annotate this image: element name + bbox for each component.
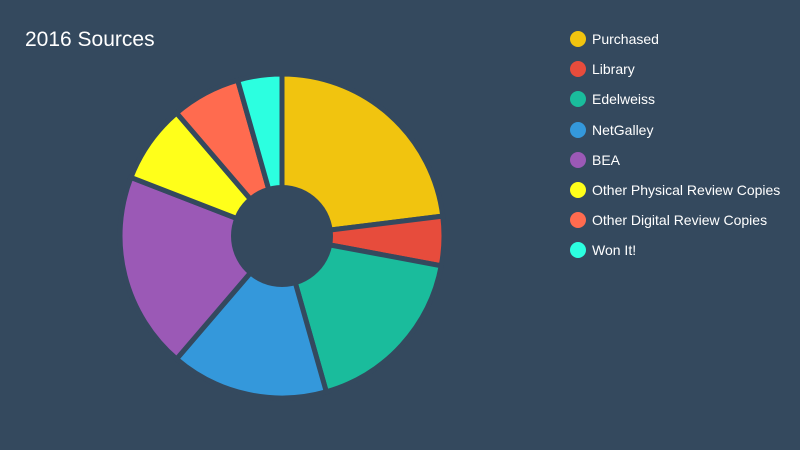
legend-swatch bbox=[570, 151, 586, 168]
slice-edelweiss[interactable] bbox=[278, 232, 445, 395]
legend-item[interactable]: BEA bbox=[570, 145, 780, 175]
legend-item[interactable]: Other Digital Review Copies bbox=[570, 205, 780, 235]
legend-label: Edelweiss bbox=[592, 91, 656, 108]
slice-purchased[interactable] bbox=[279, 71, 446, 239]
chart-title: 2016 Sources bbox=[25, 28, 155, 51]
donut-hole bbox=[231, 185, 333, 287]
legend-swatch bbox=[570, 91, 586, 108]
legend-swatch bbox=[570, 242, 586, 259]
legend-item[interactable]: Won It! bbox=[570, 235, 780, 265]
chart-legend: Purchased Library Edelweiss NetGalley BEA Oth… bbox=[570, 24, 780, 266]
legend-item[interactable]: NetGalley bbox=[570, 115, 780, 145]
legend-swatch bbox=[570, 212, 586, 229]
legend-label: Purchased bbox=[592, 31, 659, 48]
legend-item[interactable]: Library bbox=[570, 54, 780, 84]
legend-swatch bbox=[570, 31, 586, 48]
legend-item[interactable]: Edelweiss bbox=[570, 84, 780, 114]
legend-label: Won It! bbox=[592, 242, 637, 259]
legend-swatch bbox=[570, 61, 586, 78]
legend-label: Other Physical Review Copies bbox=[592, 182, 781, 199]
legend-item[interactable]: Other Physical Review Copies bbox=[570, 175, 780, 205]
legend-label: Library bbox=[592, 61, 635, 78]
legend-label: BEA bbox=[592, 151, 621, 168]
legend-swatch bbox=[570, 182, 586, 199]
legend-label: NetGalley bbox=[592, 121, 654, 138]
legend-item[interactable]: Purchased bbox=[570, 24, 780, 54]
legend-label: Other Digital Review Copies bbox=[592, 212, 768, 229]
legend-swatch bbox=[570, 121, 586, 138]
